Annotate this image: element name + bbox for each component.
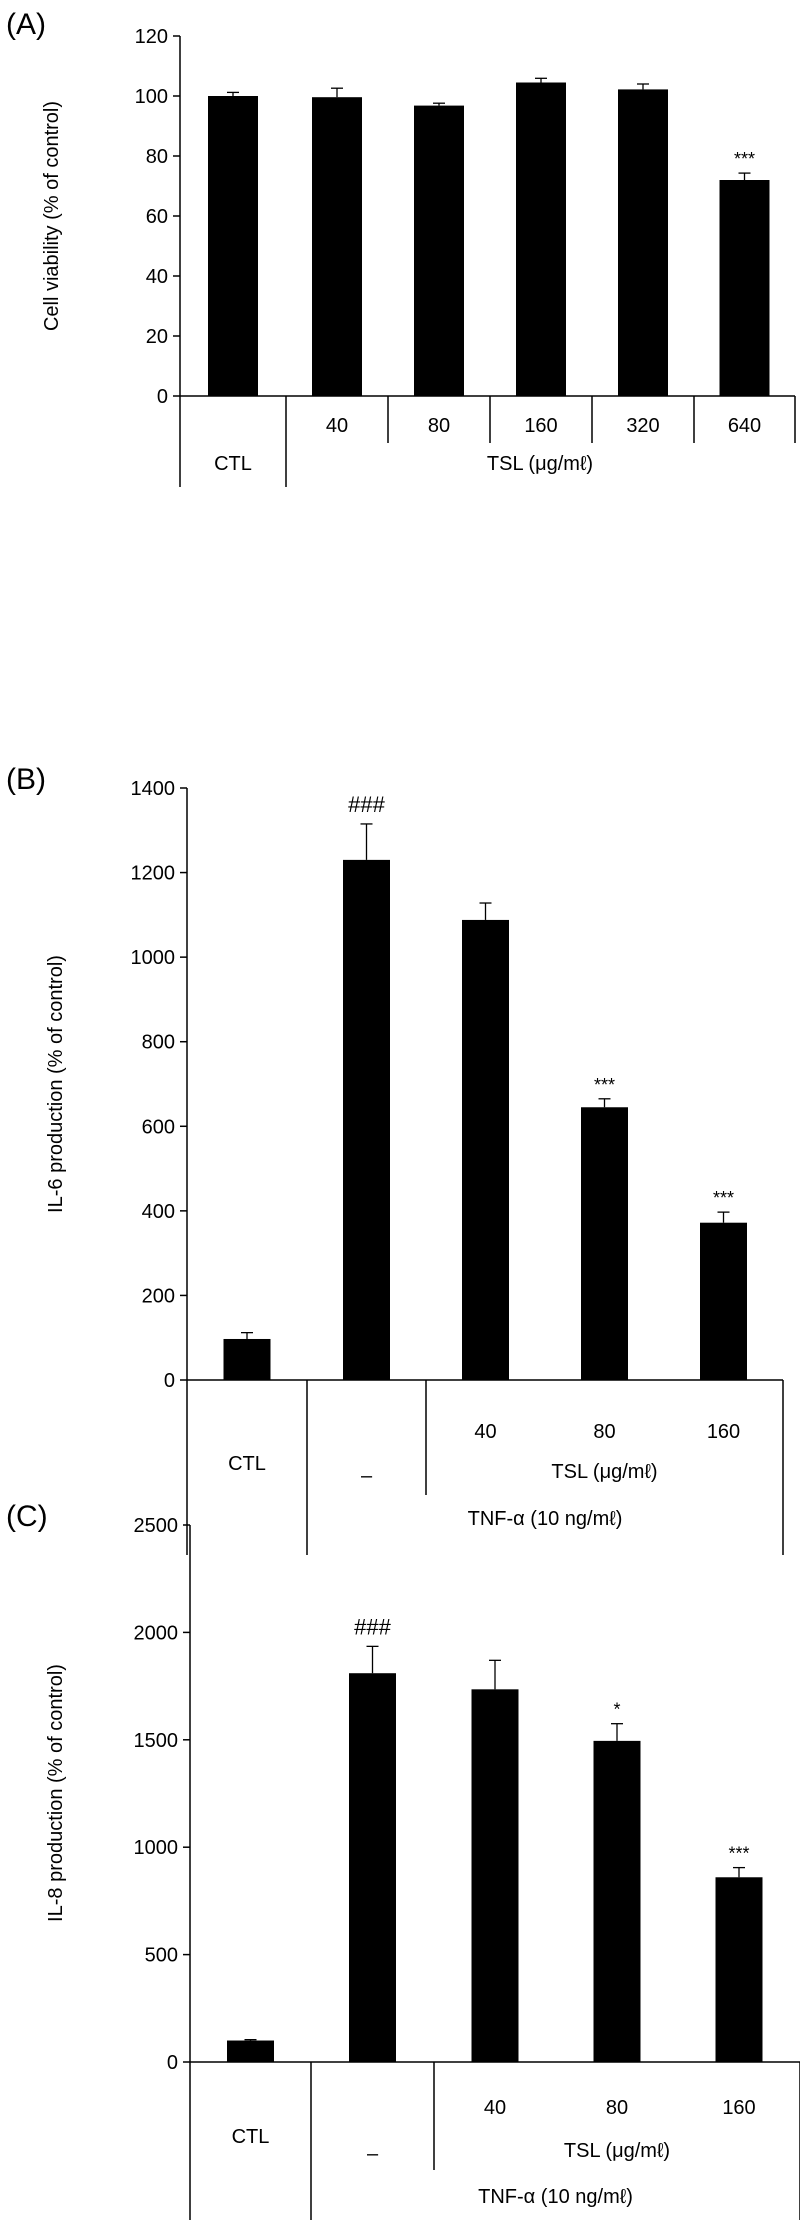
y-axis-label: IL-8 production (% of control) [45,1664,67,1922]
y-tick-label: 400 [142,1201,175,1223]
x-category-label: 40 [326,415,348,437]
bar [471,1689,519,2062]
group-label-ctl: CTL [228,1453,266,1475]
y-tick-label: 1400 [131,778,176,800]
bar [462,919,509,1380]
y-tick-label: 600 [142,1116,175,1138]
x-category-label: 160 [722,2097,755,2119]
y-tick-label: 100 [135,86,168,108]
group-label-tsl: TSL (μg/mℓ) [551,1461,657,1483]
x-category-label: 320 [626,415,659,437]
y-tick-label: 1000 [134,1837,179,1859]
bar [719,180,770,396]
bar [715,1877,763,2062]
y-tick-label: 80 [146,146,168,168]
y-tick-label: 0 [164,1370,175,1392]
significance-mark: *** [713,1188,734,1208]
bar [349,1673,396,2062]
x-category-label: 40 [484,2097,506,2119]
group-label-tsl: TSL (μg/mℓ) [564,2140,670,2162]
group-label-ctl: CTL [214,453,252,475]
panel-label: (C) [6,1500,48,1533]
y-tick-label: 1200 [131,863,176,885]
y-tick-label: 200 [142,1285,175,1307]
y-tick-label: 2000 [134,1622,179,1644]
y-tick-label: 2500 [134,1515,179,1537]
bar [208,96,258,396]
y-tick-label: 20 [146,326,168,348]
panel-label: (A) [6,8,46,41]
bar [414,105,464,396]
group-label-ctl: CTL [232,2126,270,2148]
bar [516,82,566,396]
significance-mark: *** [728,1844,749,1864]
y-tick-label: 1500 [134,1730,179,1752]
x-category-label: 40 [474,1421,496,1443]
bar [700,1222,747,1380]
x-category-label: 160 [524,415,557,437]
y-tick-label: 1000 [131,947,176,969]
bar [593,1740,641,2062]
y-tick-label: 60 [146,206,168,228]
group-label-tsl: TSL (μg/mℓ) [487,453,593,475]
x-category-label: 160 [707,1421,740,1443]
bar [312,97,362,396]
y-tick-label: 40 [146,266,168,288]
y-tick-label: 120 [135,26,168,48]
panel-label: (B) [6,763,46,796]
significance-mark: * [613,1700,620,1720]
bar [343,859,390,1380]
bar [223,1338,271,1380]
group-label-tnf: TNF-α (10 ng/mℓ) [478,2186,633,2208]
y-tick-label: 500 [145,1945,178,1967]
bar [227,2040,274,2062]
y-tick-label: 0 [167,2052,178,2074]
y-axis-label: Cell viability (% of control) [41,101,63,331]
x-category-label: – [367,2143,379,2165]
y-axis-label: IL-6 production (% of control) [45,955,67,1213]
significance-mark: *** [734,149,755,169]
significance-mark: ### [354,1614,391,1639]
x-category-label: 80 [593,1421,615,1443]
y-tick-label: 0 [157,386,168,408]
x-category-label: 640 [728,415,761,437]
significance-mark: *** [594,1075,615,1095]
bar [618,89,668,397]
y-tick-label: 800 [142,1032,175,1054]
x-category-label: – [361,1465,373,1487]
x-category-label: 80 [428,415,450,437]
significance-mark: ### [348,792,385,817]
x-category-label: 80 [606,2097,628,2119]
bar [581,1107,628,1380]
group-label-tnf: TNF-α (10 ng/mℓ) [468,1508,623,1530]
